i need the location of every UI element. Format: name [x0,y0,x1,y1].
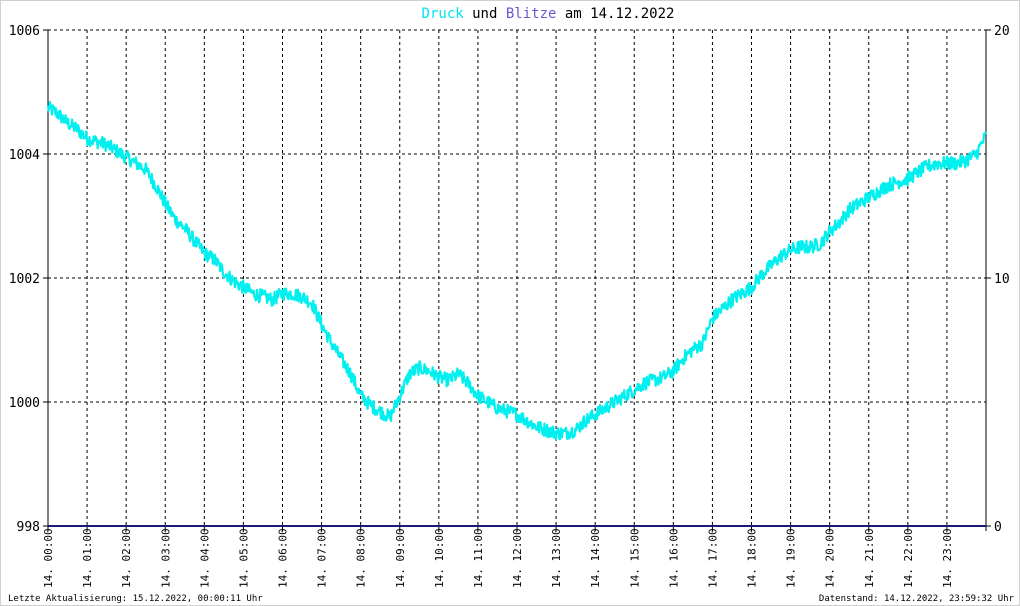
x-tick-label: 14. 18:00 [746,528,759,588]
x-tick-label: 14. 23:00 [941,528,954,588]
footer-last-update: Letzte Aktualisierung: 15.12.2022, 00:00… [8,594,263,604]
x-tick-label: 14. 11:00 [472,528,485,588]
x-tick-label: 14. 05:00 [237,528,250,588]
y-axis-right-labels: 20 10 0 [994,24,1010,535]
x-tick-label: 14. 15:00 [628,528,641,588]
series-druck-line [46,100,987,441]
x-tick-label: 14. 09:00 [394,528,407,588]
title-part: Blitze [506,6,557,22]
title-part: Druck [422,6,465,22]
x-tick-label: 14. 06:00 [277,528,290,588]
title-part: und [464,6,506,22]
x-tick-label: 14. 07:00 [316,528,329,588]
x-tick-label: 14. 02:00 [120,528,133,588]
x-tick-label: 14. 00:00 [42,528,55,588]
x-axis-labels: 14. 00:00 14. 01:00 14. 02:00 14. 03:00 14. … [42,528,954,588]
title-part: am 14.12.2022 [556,6,674,22]
y-axis-left-labels: 1006 1004 1002 1000 998 [9,24,40,535]
y-left-tick-label: 1006 [9,24,40,39]
y-right-tick-label: 10 [994,272,1010,287]
x-tick-label: 14. 20:00 [824,528,837,588]
x-tick-label: 14. 13:00 [550,528,563,588]
x-tick-label: 14. 22:00 [902,528,915,588]
x-tick-label: 14. 21:00 [863,528,876,588]
x-tick-label: 14. 01:00 [81,528,94,588]
x-tick-label: 14. 17:00 [706,528,719,588]
x-tick-label: 14. 14:00 [589,528,602,588]
series-layer [46,100,987,527]
x-tick-label: 14. 10:00 [433,528,446,588]
x-tick-label: 14. 12:00 [511,528,524,588]
x-tick-label: 14. 08:00 [355,528,368,588]
y-left-tick-label: 1004 [9,148,40,163]
chart-title: Druck und Blitze am 14.12.2022 [422,6,675,22]
x-tick-label: 14. 16:00 [667,528,680,588]
x-tick-label: 14. 03:00 [159,528,172,588]
y-right-tick-label: 20 [994,24,1010,39]
x-tick-label: 14. 19:00 [785,528,798,588]
footer-data-status: Datenstand: 14.12.2022, 23:59:32 Uhr [819,594,1015,604]
grid [48,29,986,526]
y-right-tick-label: 0 [994,520,1002,535]
x-tick-label: 14. 04:00 [198,528,211,588]
y-left-tick-label: 1002 [9,272,40,287]
y-left-tick-label: 1000 [9,396,40,411]
y-left-tick-label: 998 [17,520,40,535]
